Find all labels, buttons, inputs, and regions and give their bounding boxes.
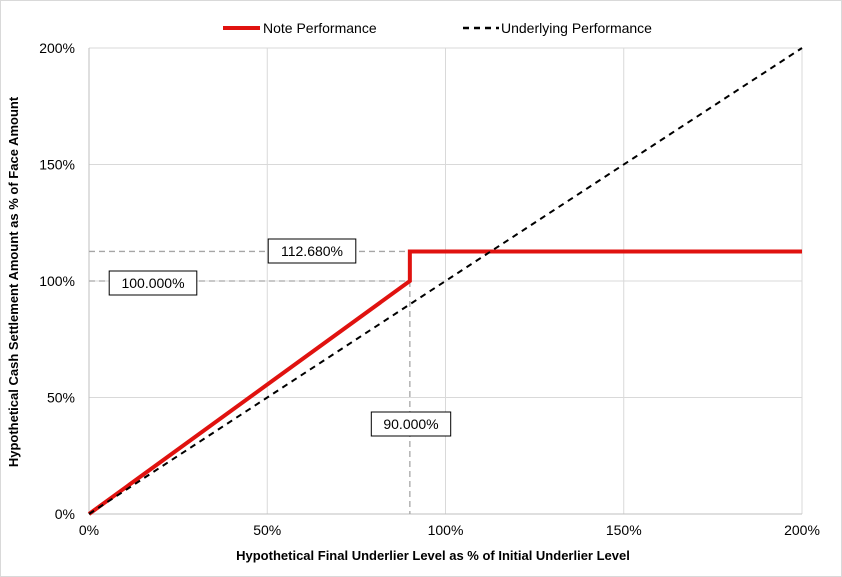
legend: Note Performance Underlying Performance	[223, 20, 652, 36]
x-tick-label-3: 150%	[606, 522, 642, 538]
x-axis-title: Hypothetical Final Underlier Level as % …	[236, 548, 630, 563]
annotation-label-0: 112.680%	[281, 243, 343, 259]
y-tick-label-2: 100%	[39, 273, 75, 289]
series-lines	[87, 47, 803, 516]
legend-label-note-performance: Note Performance	[263, 20, 377, 36]
series-line-1	[88, 47, 803, 515]
annotations: 112.680% 100.000% 90.000%	[108, 238, 452, 437]
x-tick-label-2: 100%	[428, 522, 464, 538]
annotation-rect-1	[108, 270, 198, 296]
x-tick-label-1: 50%	[253, 522, 281, 538]
series-line-0	[87, 249, 802, 516]
annotation-rect-2	[370, 411, 452, 437]
annotation-label-1: 100.000%	[121, 275, 184, 291]
y-tick-label-3: 150%	[39, 157, 75, 173]
x-tick-label-0: 0%	[79, 522, 99, 538]
annotation-rect-0	[267, 238, 357, 264]
y-tick-label-1: 50%	[47, 390, 75, 406]
annotation-box-2: 90.000%	[370, 411, 452, 437]
annotation-box-0: 112.680%	[267, 238, 357, 264]
x-tick-label-4: 200%	[784, 522, 820, 538]
tick-labels: 0% 50% 100% 150% 200% 0% 50% 100% 150% 200%	[39, 40, 820, 538]
y-tick-label-0: 0%	[55, 506, 75, 522]
annotation-box-1: 100.000%	[108, 270, 198, 296]
legend-label-underlying-performance: Underlying Performance	[501, 20, 652, 36]
annotation-label-2: 90.000%	[383, 416, 438, 432]
y-axis-title: Hypothetical Cash Settlement Amount as %…	[6, 96, 21, 467]
y-tick-label-4: 200%	[39, 40, 75, 56]
